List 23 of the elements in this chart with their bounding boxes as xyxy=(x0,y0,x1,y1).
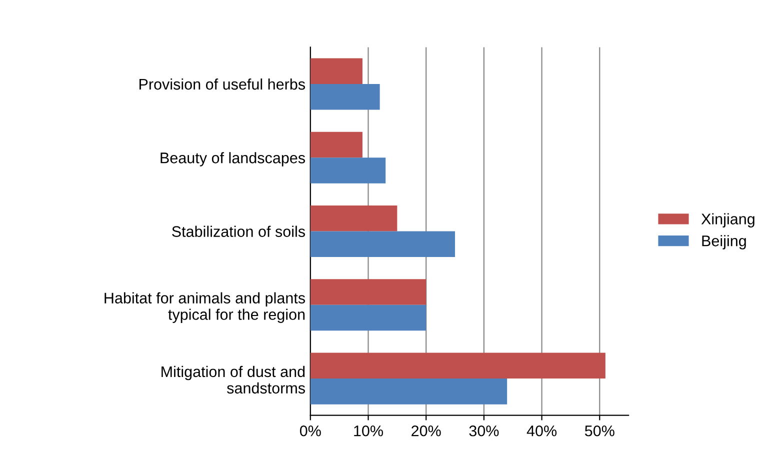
bar xyxy=(310,279,426,305)
y-tick-label: Mitigation of dust and sandstorms xyxy=(162,366,305,394)
bar xyxy=(310,58,362,84)
x-tick-label: 0% xyxy=(300,425,321,436)
legend-label: Xinjiang xyxy=(701,213,754,228)
bar xyxy=(310,84,380,110)
bar xyxy=(310,304,426,331)
x-tick-label: 30% xyxy=(469,425,499,436)
bar xyxy=(310,132,362,158)
bar xyxy=(310,206,398,232)
legend-label: Beijing xyxy=(702,235,746,250)
bar xyxy=(310,352,606,379)
bar xyxy=(310,378,508,404)
y-tick-label: Habitat for animals and plants typical for the region xyxy=(104,292,305,323)
x-tick-label: 20% xyxy=(412,425,441,436)
y-tick-label: Beauty of landscapes xyxy=(160,152,305,166)
bar xyxy=(310,231,456,258)
bar xyxy=(310,158,386,184)
x-tick-label: 10% xyxy=(354,425,383,436)
y-tick-label: Provision of useful herbs xyxy=(140,78,305,90)
x-tick-label: 50% xyxy=(584,425,614,436)
y-tick-label: Stabilization of soils xyxy=(172,226,305,237)
x-tick-label: 40% xyxy=(526,425,557,436)
